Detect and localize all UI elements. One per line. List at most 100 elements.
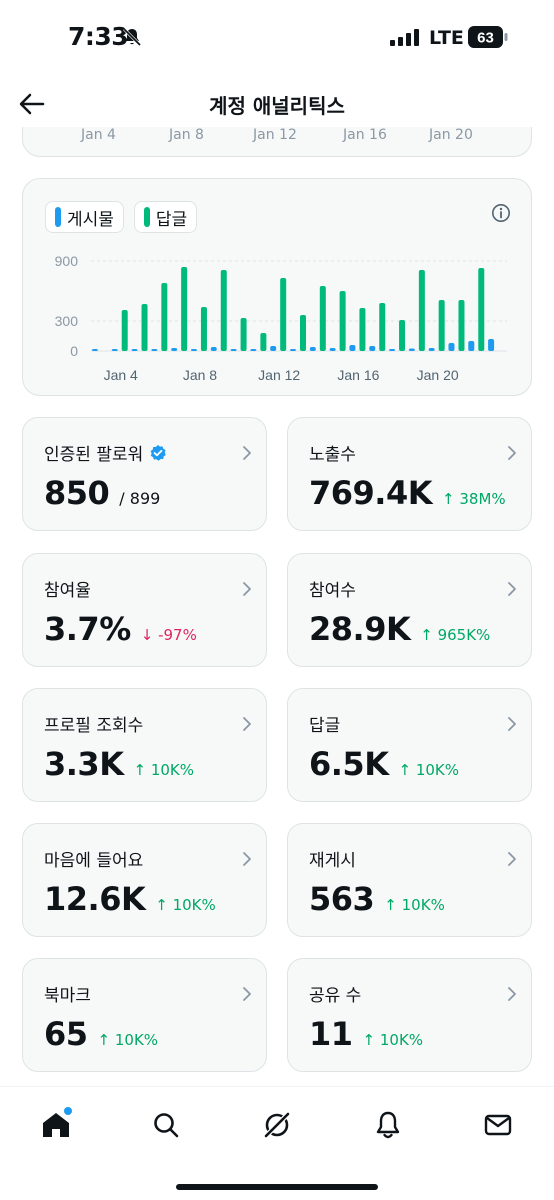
metric-card-reposts[interactable]: 재게시 563 ↑ 10K% [287,823,532,937]
verified-badge-icon [150,444,167,461]
bar-posts [171,348,178,351]
bar-posts [151,349,158,351]
chevron-right-icon [508,717,516,731]
metric-card-impressions[interactable]: 노출수 769.4K ↑ 38M% [287,417,532,531]
chevron-right-icon [243,852,251,866]
metric-label: 북마크 [44,986,91,1006]
metric-label: 참여수 [309,581,356,601]
bar-replies [161,283,168,351]
notifications-icon [376,1111,400,1139]
metric-label-wrap: 재게시 [309,846,356,871]
metric-change-value: 965K% [437,626,491,644]
metric-label-wrap: 참여율 [44,576,91,601]
metric-change: ↑ 10K% [398,761,459,779]
bell-off-icon [122,27,142,47]
previous-chart-x-axis: Jan 4 Jan 8 Jan 12 Jan 16 Jan 20 [23,127,531,147]
grok-icon [263,1111,291,1139]
arrow-down-icon: ↓ [140,626,159,644]
metric-value-row: 3.7% ↓ -97% [44,610,197,648]
metric-label-wrap: 프로필 조회수 [44,711,143,736]
metric-label-wrap: 노출수 [309,440,356,465]
chevron-right-icon [508,987,516,1001]
legend-replies[interactable]: 답글 [133,201,198,233]
metric-card-shares[interactable]: 공유 수 11 ↑ 10K% [287,958,532,1072]
nav-messages[interactable] [478,1105,518,1145]
bar-posts [91,349,98,351]
back-button[interactable] [14,86,50,122]
metric-change: ↑ 965K% [420,626,490,644]
info-icon[interactable] [491,203,511,223]
metric-change: ↑ 38M% [442,490,506,508]
notification-dot [64,1107,72,1115]
chart-legend: 게시물 답글 [45,201,198,233]
bar-posts [111,349,118,351]
header-background [0,78,554,127]
x-tick-label: Jan 16 [343,127,387,143]
metric-label: 프로필 조회수 [44,716,144,736]
metric-card-engagement-rate[interactable]: 참여율 3.7% ↓ -97% [22,553,267,667]
bar-posts [448,343,455,351]
metric-value-row: 6.5K ↑ 10K% [309,745,459,783]
nav-grok[interactable] [257,1105,297,1145]
nav-search[interactable] [146,1105,186,1145]
metric-value-row: 11 ↑ 10K% [309,1015,423,1053]
legend-posts[interactable]: 게시물 [45,201,124,233]
bar-replies [280,278,287,351]
metric-card-bookmarks[interactable]: 북마크 65 ↑ 10K% [22,958,267,1072]
battery-level: 63 [477,30,494,47]
metric-total: / 899 [119,489,161,508]
y-tick-label: 900 [55,253,79,269]
metric-value-row: 3.3K ↑ 10K% [44,745,194,783]
x-tick-label: Jan 4 [81,127,116,143]
metric-value: 6.5K [309,745,389,783]
x-tick-label: Jan 20 [429,127,473,143]
bar-replies [379,303,386,351]
metric-card-profile-visits[interactable]: 프로필 조회수 3.3K ↑ 10K% [22,688,267,802]
metric-value-row: 769.4K ↑ 38M% [309,474,506,512]
bar-replies [438,300,445,351]
arrow-up-icon: ↑ [398,761,416,779]
bottom-navigation [0,1086,554,1200]
bar-posts [329,348,336,351]
bar-replies [458,300,465,351]
arrow-up-icon: ↑ [384,896,402,914]
legend-swatch-replies [143,207,150,227]
nav-home[interactable] [36,1105,76,1145]
nav-notifications[interactable] [368,1105,408,1145]
header-bar: 계정 애널리틱스 [0,78,554,130]
metric-change-value: 38M% [459,490,506,508]
metric-card-replies[interactable]: 답글 6.5K ↑ 10K% [287,688,532,802]
metric-card-engagements[interactable]: 참여수 28.9K ↑ 965K% [287,553,532,667]
chevron-right-icon [243,717,251,731]
metric-label: 노출수 [309,445,356,465]
metric-value: 769.4K [309,474,433,512]
metric-value: 65 [44,1015,88,1053]
x-tick-label: Jan 12 [253,127,297,143]
signal-icon [390,29,419,46]
arrow-up-icon: ↑ [362,1031,380,1049]
metric-card-likes[interactable]: 마음에 들어요 12.6K ↑ 10K% [22,823,267,937]
metric-label-wrap: 마음에 들어요 [44,846,143,871]
metric-value: 11 [309,1015,353,1053]
chevron-right-icon [508,582,516,596]
bar-replies [339,291,346,351]
bar-replies [181,267,188,351]
bar-replies [200,307,207,351]
metric-change: ↑ 10K% [384,896,445,914]
metric-value: 850 [44,474,110,512]
bar-posts [270,346,277,351]
bar-replies [359,308,366,351]
messages-icon [484,1114,512,1136]
chevron-right-icon [508,446,516,460]
metric-change: ↑ 10K% [363,1031,424,1049]
status-bar: 7:33 LTE 63 [0,0,554,78]
metric-label-wrap: 공유 수 [309,981,361,1006]
bar-posts [230,349,237,351]
chevron-right-icon [243,582,251,596]
metric-value: 3.3K [44,745,124,783]
bar-posts [210,347,217,351]
bar-posts [369,346,376,351]
metric-card-verified-followers[interactable]: 인증된 팔로워 850 / 899 [22,417,267,531]
x-tick-label: Jan 20 [417,367,459,383]
